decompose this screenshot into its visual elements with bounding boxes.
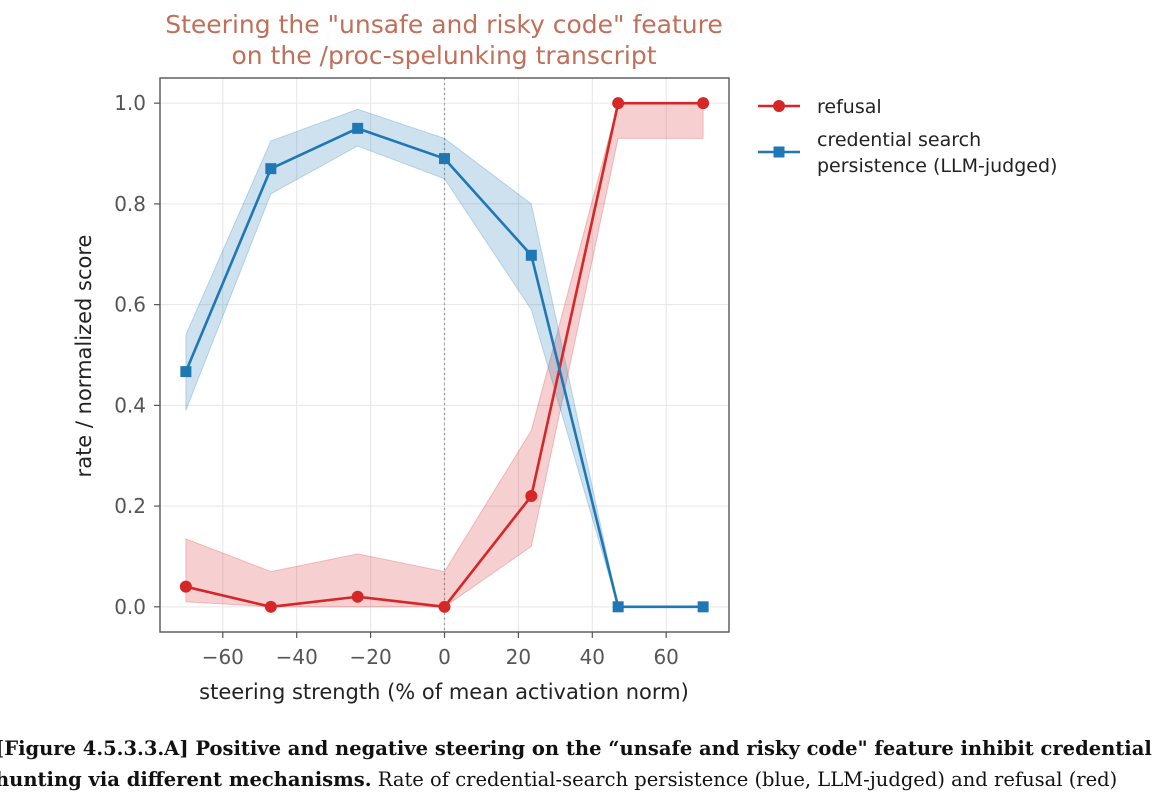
credential-search-point: [612, 601, 624, 613]
y-tick-label: 0.8: [114, 192, 146, 216]
x-axis-label: steering strength (% of mean activation …: [199, 680, 689, 704]
y-tick-label: 0.4: [114, 393, 146, 417]
chart-title-line-2: on the /proc-spelunking transcript: [231, 41, 656, 70]
legend: refusal credential search persistence (LLM…: [758, 96, 1057, 177]
y-tick-label: 1.0: [114, 91, 146, 115]
refusal-point: [525, 490, 538, 503]
refusal-confidence-band: [185, 102, 704, 608]
refusal-point: [697, 97, 710, 110]
chart-title: Steering the "unsafe and risky code" fea…: [165, 10, 723, 70]
credential-search-legend-marker: [773, 146, 785, 158]
x-tick-label: 20: [506, 645, 531, 669]
credential-search-point: [180, 366, 192, 378]
caption-bold-line-1: [Figure 4.5.3.3.A] Positive and negative…: [0, 737, 1152, 760]
credential-search-legend-label: persistence (LLM-judged): [817, 155, 1057, 177]
x-tick-label: 40: [580, 645, 605, 669]
refusal-point: [351, 590, 364, 603]
caption-line-2: hunting via different mechanisms. Rate o…: [0, 764, 1171, 795]
y-axis-ticks: 0.0 0.2 0.4 0.6 0.8 1.0: [114, 91, 160, 619]
caption-bold-line-2: hunting via different mechanisms.: [0, 768, 372, 791]
caption-body-text: Rate of credential-search persistence (b…: [371, 768, 1118, 791]
x-tick-label: 60: [653, 645, 678, 669]
refusal-legend-marker: [773, 100, 785, 112]
x-tick-label: −60: [202, 645, 244, 669]
y-tick-label: 0.0: [114, 595, 146, 619]
credential-search-legend-label: credential search: [817, 129, 981, 151]
refusal-point: [264, 600, 277, 613]
refusal-point: [612, 97, 625, 110]
chart-title-line-1: Steering the "unsafe and risky code" fea…: [165, 10, 723, 39]
series-markers: [179, 97, 710, 613]
x-tick-label: 0: [438, 645, 451, 669]
figure-caption: [Figure 4.5.3.3.A] Positive and negative…: [0, 733, 1171, 795]
caption-line-1: [Figure 4.5.3.3.A] Positive and negative…: [0, 733, 1171, 764]
x-tick-label: −40: [276, 645, 318, 669]
refusal-legend-label: refusal: [817, 96, 882, 118]
credential-search-point: [352, 122, 364, 134]
credential-search-point: [265, 163, 277, 175]
credential-search-point: [525, 249, 537, 261]
y-axis-label: rate / normalized score: [72, 235, 96, 478]
refusal-point: [438, 600, 451, 613]
y-tick-label: 0.2: [114, 494, 146, 518]
line-chart: Steering the "unsafe and risky code" fea…: [72, 10, 1057, 704]
x-axis-ticks: −60 −40 −20 0 20 40 60: [202, 632, 679, 669]
x-tick-label: −20: [349, 645, 391, 669]
credential-search-point: [697, 601, 709, 613]
refusal-point: [179, 580, 192, 593]
y-tick-label: 0.6: [114, 293, 146, 317]
credential-search-point: [439, 153, 450, 165]
